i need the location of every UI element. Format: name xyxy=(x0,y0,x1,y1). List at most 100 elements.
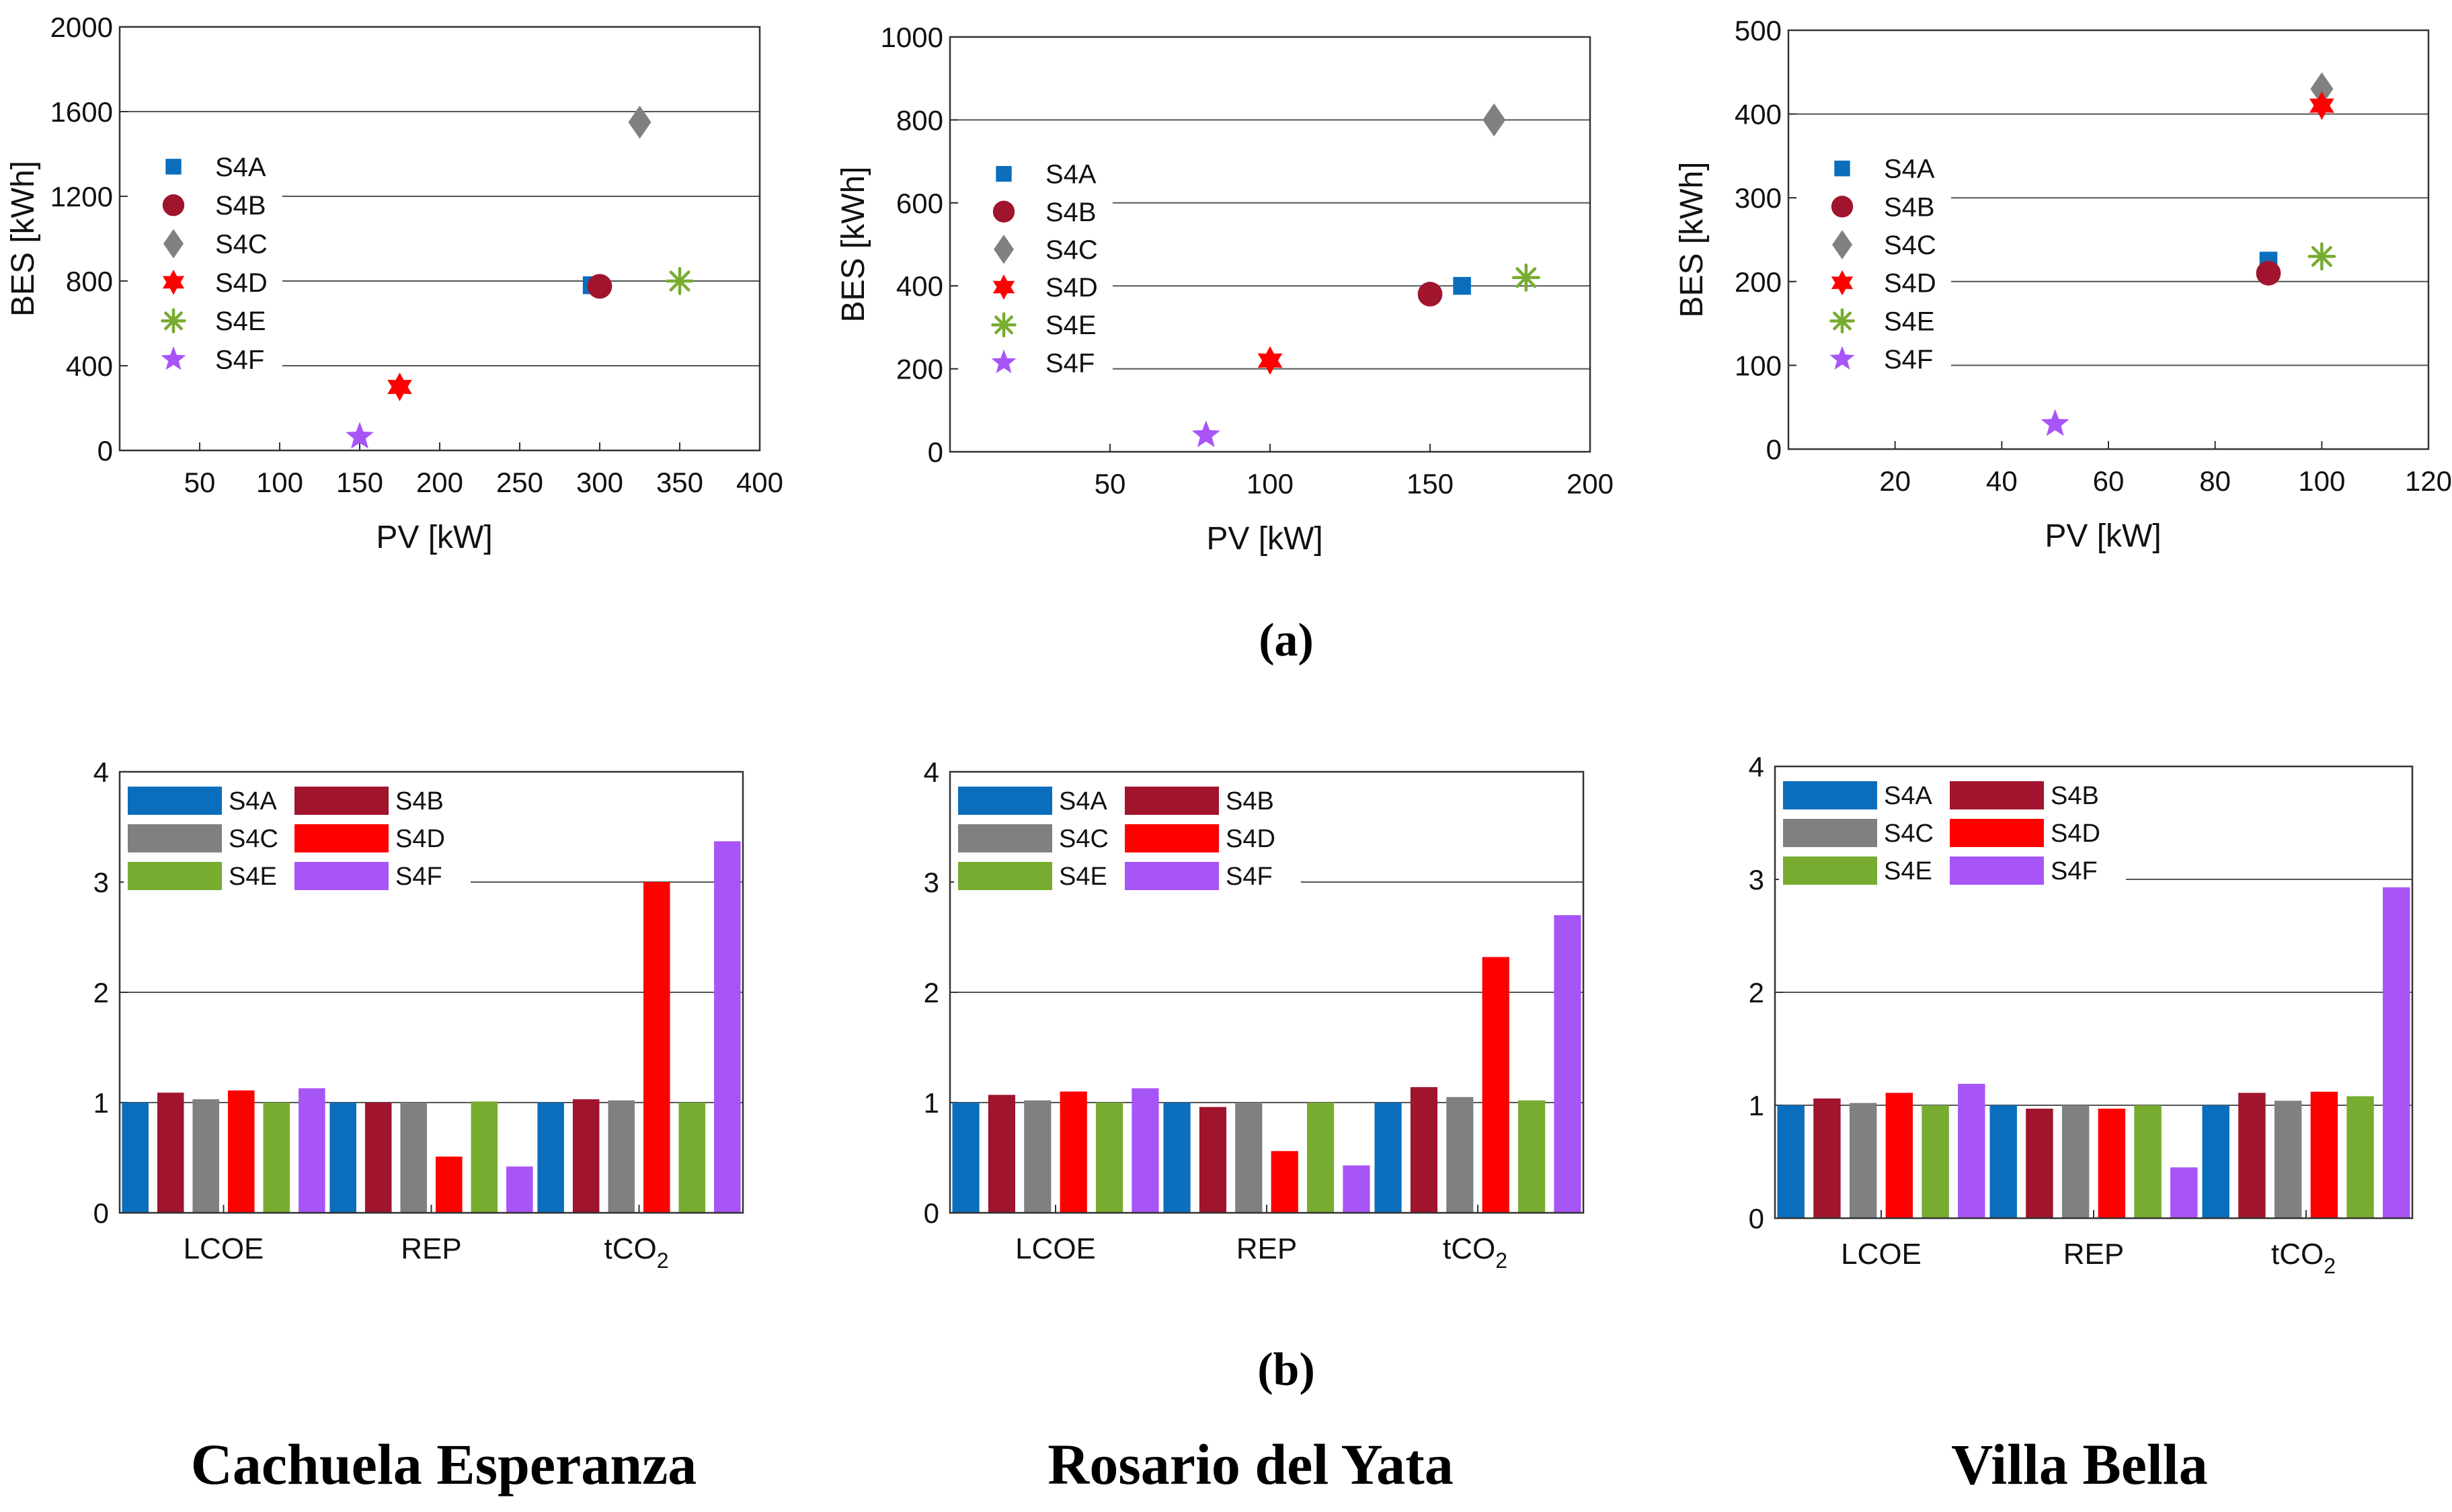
x-tick-label: tCO2 xyxy=(1443,1232,1507,1273)
y-tick-label: 800 xyxy=(66,266,113,297)
bar-S4C-LCOE xyxy=(192,1099,220,1213)
legend-label-S4D: S4D xyxy=(2051,820,2100,848)
bar-S4A-tCO2 xyxy=(1374,1103,1402,1213)
y-tick-label: 1600 xyxy=(50,96,113,128)
y-tick-label: 3 xyxy=(924,867,939,898)
bar-S4E-tCO2 xyxy=(1517,1100,1546,1213)
bar-S4D-LCOE xyxy=(1885,1092,1913,1218)
y-tick-label: 2 xyxy=(1749,977,1764,1008)
bar-S4E-LCOE xyxy=(263,1103,290,1213)
point-S4E xyxy=(666,267,694,295)
bar-S4E-REP xyxy=(1306,1103,1335,1213)
legend-label-S4C: S4C xyxy=(1884,820,1934,848)
bar-S4B-REP xyxy=(1199,1107,1227,1213)
legend-swatch-S4A xyxy=(958,787,1052,815)
bar-S4A-LCOE xyxy=(952,1103,980,1213)
legend-swatch-S4D xyxy=(1950,819,2044,847)
bar-S4F-REP xyxy=(506,1166,533,1213)
x-tick-label: 350 xyxy=(656,467,703,498)
legend-marker-S4A xyxy=(996,165,1012,182)
bar-S4C-REP xyxy=(1235,1103,1263,1213)
legend-marker-S4E xyxy=(1829,308,1855,334)
legend-swatch-S4E xyxy=(128,862,222,890)
x-tick-label: 40 xyxy=(1986,465,2018,497)
x-tick-label: 250 xyxy=(496,467,543,498)
x-tick-label: 100 xyxy=(2298,465,2345,497)
y-tick-label: 0 xyxy=(97,435,113,467)
point-S4B xyxy=(2256,260,2281,286)
legend-box xyxy=(958,153,1113,384)
legend-label-S4F: S4F xyxy=(1884,345,1933,374)
x-axis-label: PV [kW] xyxy=(2045,518,2161,554)
legend-label-S4D: S4D xyxy=(395,825,445,853)
x-tick-label: 60 xyxy=(2093,465,2125,497)
legend-box xyxy=(1796,147,1951,381)
bar-S4B-LCOE xyxy=(157,1092,184,1213)
point-S4C xyxy=(1482,103,1506,137)
legend-marker-S4A xyxy=(165,159,182,175)
point-S4B xyxy=(587,274,612,299)
x-tick-label: 100 xyxy=(1247,468,1294,500)
y-tick-label: 4 xyxy=(93,756,109,788)
bar-S4D-tCO2 xyxy=(643,882,670,1213)
point-S4E xyxy=(2307,242,2336,271)
legend-swatch-S4E xyxy=(958,862,1052,890)
x-tick-label: 50 xyxy=(1095,468,1126,500)
legend-marker-S4C xyxy=(163,229,184,259)
legend-label-S4A: S4A xyxy=(1059,787,1107,815)
bar-S4A-tCO2 xyxy=(537,1103,564,1213)
y-tick-label: 800 xyxy=(896,104,943,136)
location-title-2: Rosario del Yata xyxy=(1047,1432,1454,1497)
bar-S4C-LCOE xyxy=(1849,1103,1877,1218)
legend-label-S4D: S4D xyxy=(1226,825,1275,853)
bar-S4D-tCO2 xyxy=(2310,1091,2338,1218)
legend-label-S4B: S4B xyxy=(215,191,266,221)
legend-swatch-S4C xyxy=(128,824,222,852)
bar-S4D-LCOE xyxy=(1060,1091,1087,1213)
legend-label-S4B: S4B xyxy=(1045,198,1097,227)
bar-S4F-tCO2 xyxy=(2383,887,2410,1218)
bar-S4B-REP xyxy=(2026,1109,2053,1218)
legend-box xyxy=(128,145,282,381)
legend-label-S4A: S4A xyxy=(1884,155,1935,184)
legend-marker-S4C xyxy=(1832,230,1852,260)
y-tick-label: 0 xyxy=(924,1197,939,1229)
panel-label-a: (a) xyxy=(1259,614,1314,666)
bar-S4F-LCOE xyxy=(1958,1084,1985,1218)
legend-label-S4D: S4D xyxy=(1045,273,1098,303)
y-tick-label: 2 xyxy=(93,977,109,1008)
bar-S4D-REP xyxy=(435,1156,463,1213)
plot-frame xyxy=(118,26,761,452)
point-S4A xyxy=(1453,276,1471,295)
point-S4E xyxy=(1511,263,1540,292)
point-S4C xyxy=(2310,72,2334,106)
y-tick-label: 0 xyxy=(1766,434,1782,465)
legend-swatch-S4B xyxy=(294,787,389,815)
legend-marker-S4F xyxy=(1829,346,1855,370)
legend-label-S4B: S4B xyxy=(395,787,444,815)
x-tick-label: tCO2 xyxy=(604,1232,668,1273)
legend-label-S4D: S4D xyxy=(215,268,268,298)
point-S4D xyxy=(387,372,412,401)
x-tick-label: 120 xyxy=(2405,465,2452,497)
legend-label-S4C: S4C xyxy=(1059,825,1109,853)
point-S4D xyxy=(1257,346,1283,375)
legend-marker-S4D xyxy=(162,270,185,295)
location-title-3: Villa Bella xyxy=(1951,1432,2208,1497)
bar-S4E-LCOE xyxy=(1922,1105,1949,1218)
x-tick-label: 200 xyxy=(1567,468,1614,500)
bar-S4B-tCO2 xyxy=(2238,1092,2266,1218)
x-tick-label: tCO2 xyxy=(2271,1238,2336,1278)
legend-label-S4E: S4E xyxy=(229,863,277,891)
bar-S4E-LCOE xyxy=(1095,1103,1123,1213)
bar-S4C-REP xyxy=(2061,1105,2090,1218)
bar-S4F-LCOE xyxy=(299,1088,325,1213)
y-tick-label: 3 xyxy=(93,867,109,898)
legend-label-S4B: S4B xyxy=(1884,192,1935,222)
y-tick-label: 1 xyxy=(93,1087,109,1119)
bar-S4F-REP xyxy=(2170,1167,2198,1218)
legend-label-S4E: S4E xyxy=(1059,863,1107,891)
legend-label-S4F: S4F xyxy=(395,863,442,891)
y-tick-label: 0 xyxy=(928,436,943,468)
